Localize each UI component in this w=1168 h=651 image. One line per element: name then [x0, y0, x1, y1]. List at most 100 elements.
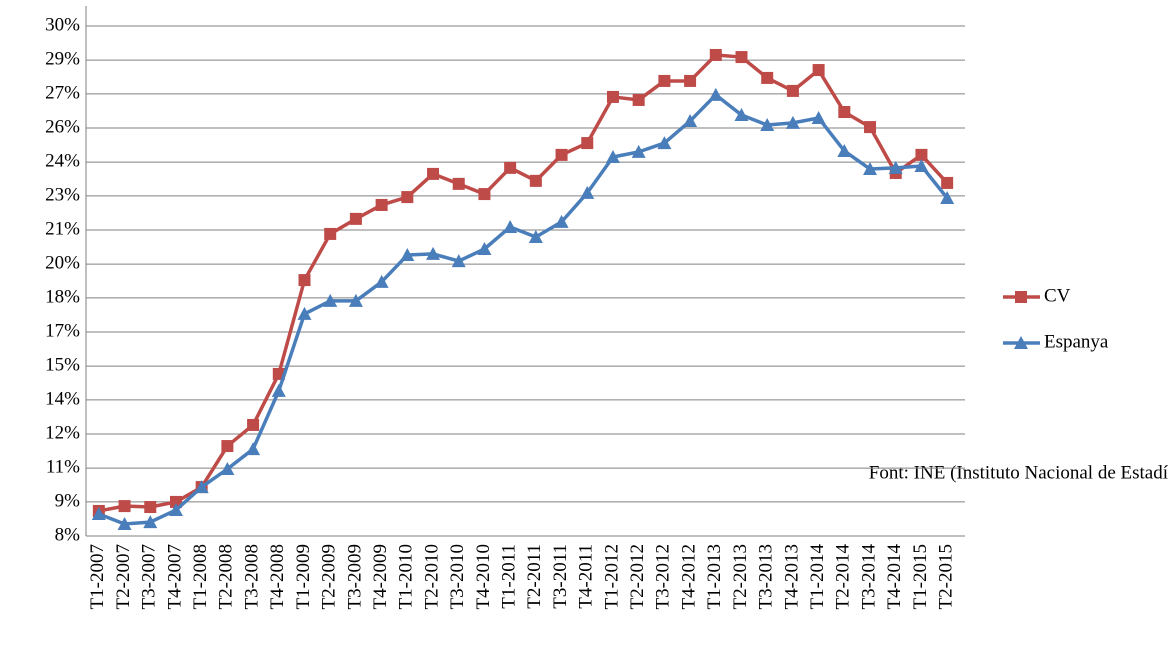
- point: [271, 383, 286, 397]
- x-tick-label: T2-2010: [421, 544, 442, 609]
- point: [760, 117, 775, 131]
- point: [478, 188, 491, 201]
- point: [168, 503, 183, 517]
- point: [451, 254, 466, 268]
- x-tick-label: T4-2014: [884, 544, 905, 610]
- x-tick-label: T1-2011: [499, 544, 520, 609]
- x-tick-label: T2-2008: [216, 544, 237, 609]
- point: [631, 144, 646, 158]
- x-tick-label: T1-2014: [807, 544, 828, 610]
- point: [144, 501, 157, 514]
- y-tick-label: 20%: [45, 252, 80, 273]
- point: [221, 440, 234, 453]
- y-tick-label: 18%: [45, 286, 80, 307]
- point: [785, 115, 800, 129]
- x-tick-label: T3-2009: [344, 544, 365, 609]
- y-tick-label: 17%: [45, 320, 80, 341]
- point: [632, 93, 645, 106]
- point: [528, 229, 543, 243]
- x-tick-label: T3-2008: [241, 544, 262, 609]
- point: [324, 227, 337, 240]
- y-tick-label: 27%: [45, 82, 80, 103]
- y-tick-label: 29%: [45, 48, 80, 69]
- x-tick-label: T1-2012: [601, 544, 622, 609]
- point: [554, 214, 569, 228]
- point: [246, 442, 261, 456]
- point: [941, 176, 954, 189]
- point: [658, 74, 671, 87]
- y-tick-label: 9%: [55, 490, 81, 511]
- point: [888, 160, 903, 174]
- point: [298, 274, 311, 287]
- y-tick-label: 30%: [45, 14, 80, 35]
- legend-label: Espanya: [1044, 331, 1109, 352]
- point: [812, 64, 825, 77]
- point: [864, 121, 877, 134]
- x-tick-label: T3-2013: [756, 544, 777, 609]
- point: [657, 136, 672, 150]
- point: [194, 480, 209, 494]
- x-tick-label: T4-2007: [164, 544, 185, 609]
- point: [220, 462, 235, 476]
- y-tick-label: 12%: [45, 422, 80, 443]
- point: [863, 162, 878, 176]
- point: [349, 212, 362, 225]
- x-tick-label: T3-2007: [139, 544, 160, 609]
- x-tick-label: T2-2009: [319, 544, 340, 609]
- x-tick-label: T1-2009: [293, 544, 314, 609]
- x-tick-label: T4-2010: [473, 544, 494, 609]
- point: [169, 495, 182, 508]
- x-tick-label: T1-2007: [87, 544, 108, 609]
- point: [761, 71, 774, 84]
- point: [786, 84, 799, 97]
- x-tick-label: T2-2015: [936, 544, 957, 609]
- x-tick-label: T4-2012: [678, 544, 699, 609]
- annotation: Font: INE (Instituto Nacional de Estadí: [869, 462, 1168, 483]
- point: [143, 515, 158, 529]
- x-tick-label: T1-2013: [704, 544, 725, 609]
- x-tick-label: T2-2012: [627, 544, 648, 609]
- point: [117, 516, 132, 530]
- point: [348, 293, 363, 307]
- point: [452, 177, 465, 190]
- x-tick-label: T2-2007: [113, 544, 134, 609]
- legend-marker: [1015, 291, 1027, 303]
- y-tick-label: 8%: [55, 524, 81, 545]
- x-tick-label: T3-2010: [447, 544, 468, 609]
- y-tick-label: 23%: [45, 184, 80, 205]
- x-tick-label: T3-2014: [858, 544, 879, 610]
- point: [683, 114, 698, 128]
- x-tick-label: T3-2012: [653, 544, 674, 609]
- point: [477, 242, 492, 256]
- x-tick-label: T4-2011: [576, 544, 597, 609]
- point: [374, 274, 389, 288]
- point: [426, 246, 441, 260]
- point: [734, 108, 749, 122]
- x-tick-label: T2-2013: [730, 544, 751, 609]
- legend-marker: [1014, 336, 1028, 349]
- point: [605, 149, 620, 163]
- point: [837, 143, 852, 157]
- y-tick-label: 15%: [45, 354, 80, 375]
- x-tick-label: T1-2015: [910, 544, 931, 609]
- point: [118, 500, 131, 513]
- y-tick-label: 26%: [45, 116, 80, 137]
- point: [504, 161, 517, 174]
- point: [91, 506, 106, 520]
- y-tick-label: 24%: [45, 150, 80, 171]
- x-tick-label: T1-2008: [190, 544, 211, 609]
- x-tick-label: T1-2010: [396, 544, 417, 609]
- point: [427, 167, 440, 180]
- point: [503, 219, 518, 233]
- point: [838, 106, 851, 119]
- point: [323, 293, 338, 307]
- point: [401, 191, 414, 204]
- point: [400, 248, 415, 262]
- x-tick-label: T4-2009: [370, 544, 391, 609]
- point: [915, 148, 928, 161]
- point: [581, 137, 594, 150]
- point: [811, 111, 826, 125]
- y-tick-label: 11%: [46, 456, 80, 477]
- point: [606, 90, 619, 103]
- point: [914, 159, 929, 173]
